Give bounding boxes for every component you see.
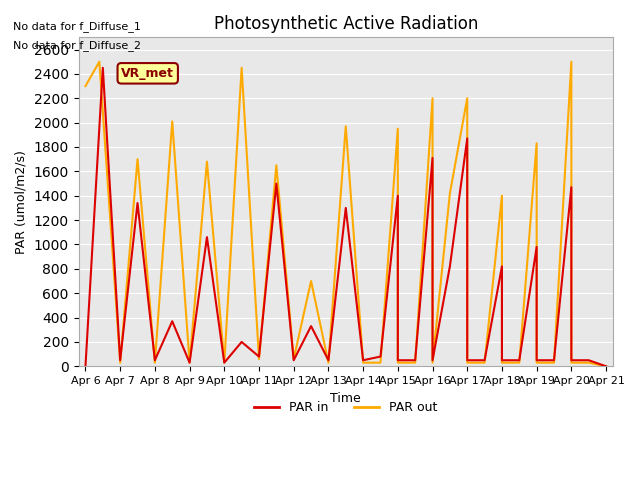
Text: No data for f_Diffuse_2: No data for f_Diffuse_2 (13, 40, 141, 51)
Text: VR_met: VR_met (122, 67, 174, 80)
X-axis label: Time: Time (330, 392, 361, 405)
Title: Photosynthetic Active Radiation: Photosynthetic Active Radiation (214, 15, 478, 33)
Legend: PAR in, PAR out: PAR in, PAR out (250, 396, 442, 420)
Y-axis label: PAR (umol/m2/s): PAR (umol/m2/s) (15, 150, 28, 254)
Text: No data for f_Diffuse_1: No data for f_Diffuse_1 (13, 21, 141, 32)
